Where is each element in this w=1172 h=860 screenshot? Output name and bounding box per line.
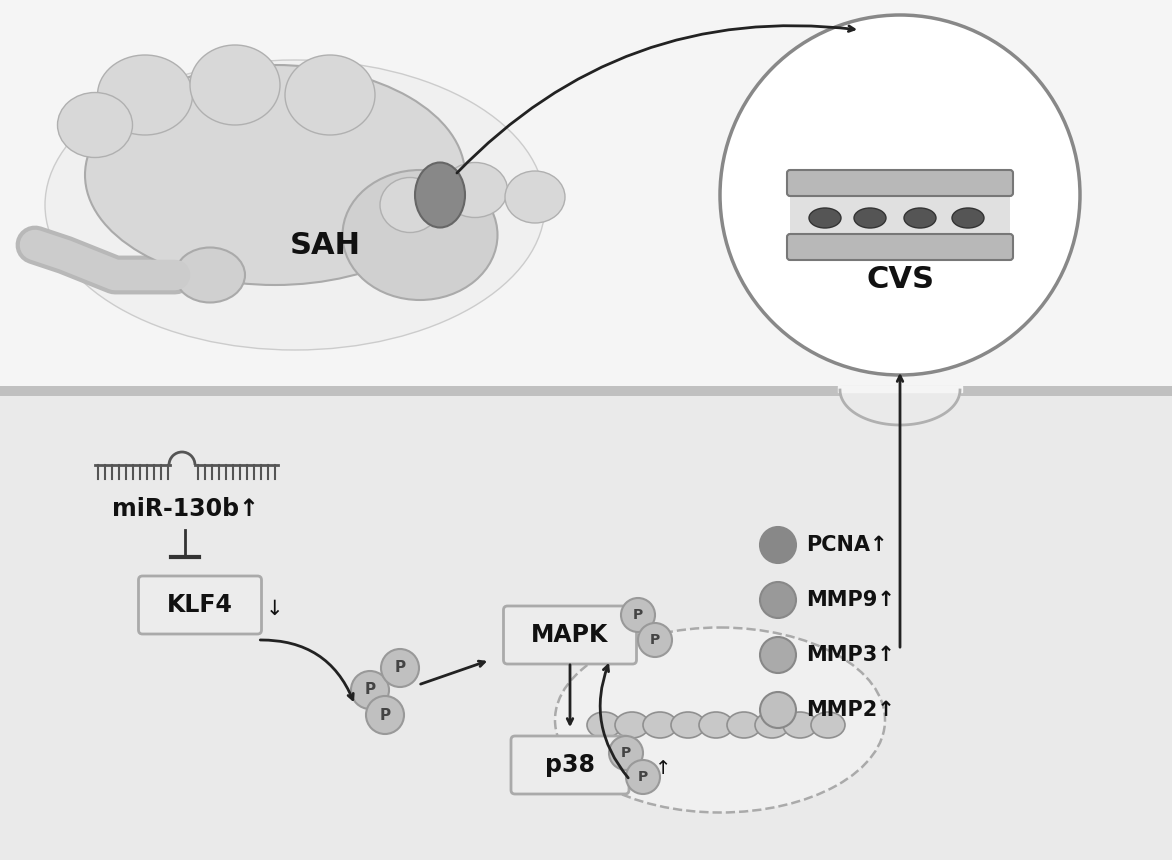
FancyBboxPatch shape (504, 606, 636, 664)
Text: MMP3↑: MMP3↑ (806, 645, 894, 665)
Ellipse shape (443, 163, 507, 218)
Ellipse shape (285, 55, 375, 135)
Text: P: P (395, 660, 406, 675)
Text: P: P (633, 608, 643, 622)
Text: P: P (364, 683, 375, 697)
FancyBboxPatch shape (788, 170, 1013, 196)
Polygon shape (0, 0, 1172, 390)
Ellipse shape (175, 248, 245, 303)
Text: SAH: SAH (289, 230, 361, 260)
Circle shape (626, 760, 660, 794)
Text: ↑: ↑ (655, 759, 672, 777)
Bar (790, 193, 1010, 237)
Circle shape (759, 527, 796, 563)
Ellipse shape (672, 712, 706, 738)
Text: MMP2↑: MMP2↑ (806, 700, 894, 720)
FancyBboxPatch shape (138, 576, 261, 634)
Ellipse shape (190, 45, 280, 125)
Ellipse shape (727, 712, 761, 738)
Circle shape (759, 582, 796, 618)
Circle shape (720, 15, 1081, 375)
Text: P: P (621, 746, 632, 760)
Ellipse shape (699, 712, 732, 738)
Ellipse shape (952, 208, 984, 228)
Ellipse shape (380, 177, 440, 232)
Circle shape (381, 649, 420, 687)
Ellipse shape (811, 712, 845, 738)
Ellipse shape (854, 208, 886, 228)
Ellipse shape (809, 208, 841, 228)
Circle shape (621, 598, 655, 632)
FancyBboxPatch shape (788, 234, 1013, 260)
Text: p38: p38 (545, 753, 595, 777)
Bar (0, 386, 1172, 396)
Ellipse shape (904, 208, 936, 228)
Ellipse shape (86, 65, 465, 285)
Ellipse shape (783, 712, 817, 738)
Text: P: P (638, 770, 648, 784)
Ellipse shape (97, 55, 192, 135)
Polygon shape (0, 390, 1172, 860)
Text: PCNA↑: PCNA↑ (806, 535, 887, 555)
Text: miR-130b↑: miR-130b↑ (111, 497, 259, 521)
Text: P: P (380, 708, 390, 722)
Text: MAPK: MAPK (531, 623, 608, 647)
Ellipse shape (45, 60, 545, 350)
Ellipse shape (643, 712, 677, 738)
Circle shape (759, 637, 796, 673)
Ellipse shape (342, 170, 497, 300)
Text: ↓: ↓ (266, 599, 282, 619)
Circle shape (350, 671, 389, 709)
Ellipse shape (415, 163, 465, 228)
Ellipse shape (556, 628, 885, 813)
Circle shape (759, 692, 796, 728)
Text: MMP9↑: MMP9↑ (806, 590, 895, 610)
Ellipse shape (587, 712, 621, 738)
Circle shape (638, 623, 672, 657)
Ellipse shape (755, 712, 789, 738)
Ellipse shape (505, 171, 565, 223)
Circle shape (366, 696, 404, 734)
Text: KLF4: KLF4 (168, 593, 233, 617)
Circle shape (609, 736, 643, 770)
Ellipse shape (615, 712, 649, 738)
Text: CVS: CVS (866, 266, 934, 294)
FancyBboxPatch shape (511, 736, 629, 794)
Text: P: P (650, 633, 660, 647)
Ellipse shape (57, 93, 132, 157)
